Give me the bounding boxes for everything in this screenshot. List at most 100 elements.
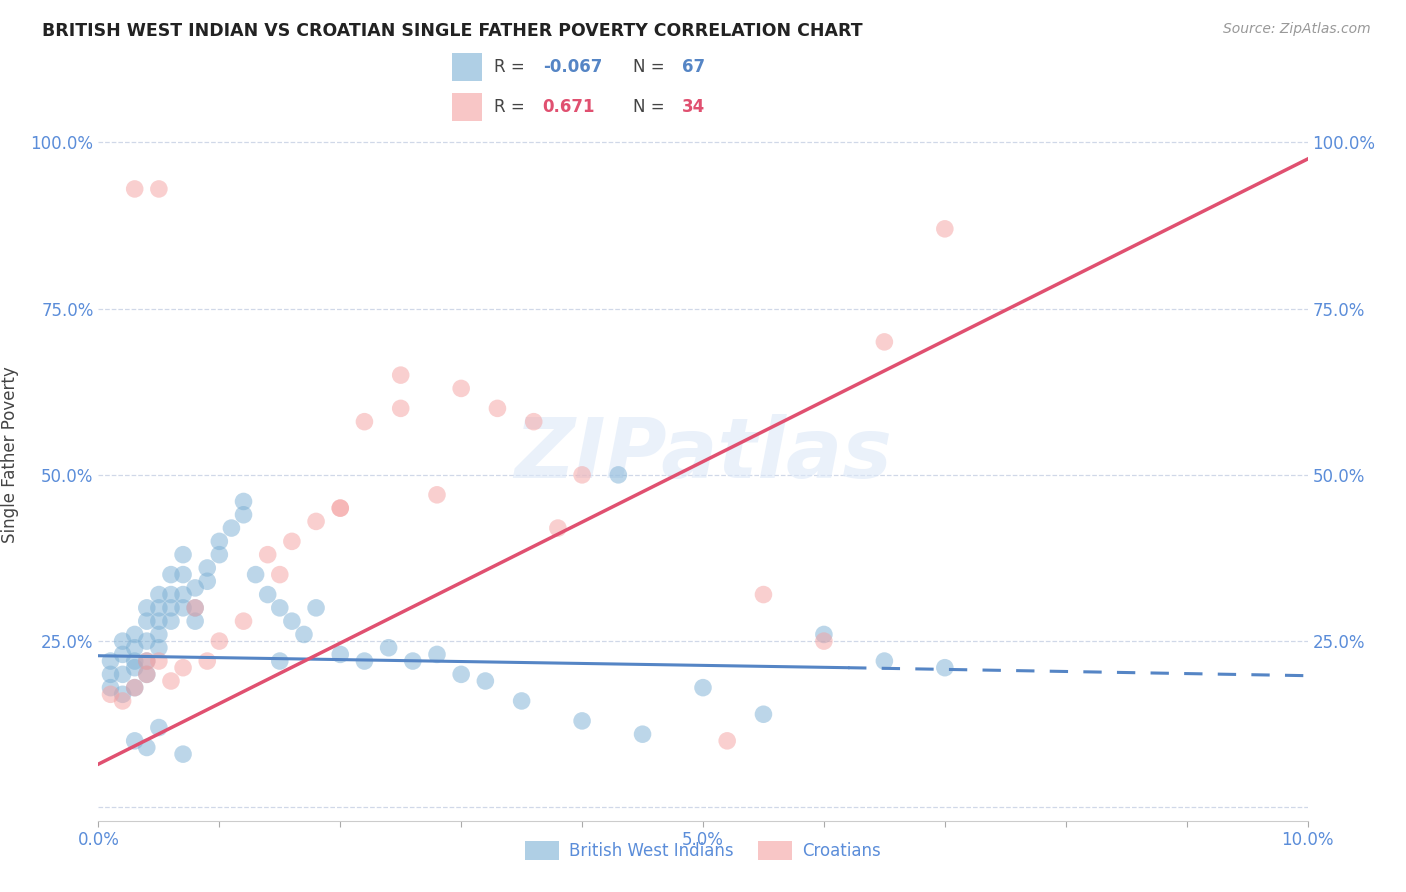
Point bbox=[256, 588, 278, 602]
Point bbox=[208, 534, 231, 549]
Point bbox=[631, 727, 654, 741]
Y-axis label: Single Father Poverty: Single Father Poverty bbox=[1, 367, 20, 543]
Point bbox=[160, 567, 183, 582]
Point bbox=[571, 714, 593, 728]
Legend: British West Indians, Croatians: British West Indians, Croatians bbox=[519, 835, 887, 867]
Point bbox=[716, 734, 738, 748]
Point bbox=[100, 654, 122, 668]
Point bbox=[160, 600, 183, 615]
Point bbox=[389, 368, 412, 383]
Point bbox=[221, 521, 243, 535]
Point bbox=[281, 614, 304, 628]
Point bbox=[426, 648, 449, 662]
Point bbox=[172, 747, 194, 761]
Point bbox=[124, 627, 146, 641]
Point bbox=[184, 581, 207, 595]
Point bbox=[148, 182, 170, 196]
Point bbox=[752, 588, 775, 602]
Point bbox=[208, 634, 231, 648]
Bar bbox=[451, 93, 482, 120]
Point bbox=[184, 614, 207, 628]
Point bbox=[813, 627, 835, 641]
Point bbox=[111, 634, 134, 648]
Text: N =: N = bbox=[633, 98, 665, 116]
Point bbox=[135, 634, 157, 648]
Point bbox=[353, 654, 375, 668]
Point bbox=[208, 548, 231, 562]
Point bbox=[571, 467, 593, 482]
Point bbox=[184, 600, 207, 615]
Point bbox=[160, 614, 183, 628]
Text: BRITISH WEST INDIAN VS CROATIAN SINGLE FATHER POVERTY CORRELATION CHART: BRITISH WEST INDIAN VS CROATIAN SINGLE F… bbox=[42, 22, 863, 40]
Point bbox=[281, 534, 304, 549]
Point bbox=[172, 548, 194, 562]
Point bbox=[124, 182, 146, 196]
Point bbox=[402, 654, 425, 668]
Point bbox=[111, 667, 134, 681]
Point bbox=[692, 681, 714, 695]
Point bbox=[813, 634, 835, 648]
Point bbox=[172, 661, 194, 675]
Point bbox=[450, 667, 472, 681]
Point bbox=[426, 488, 449, 502]
Point bbox=[450, 381, 472, 395]
Point bbox=[329, 501, 352, 516]
Point bbox=[329, 648, 352, 662]
Point bbox=[256, 548, 278, 562]
Point bbox=[100, 667, 122, 681]
Point bbox=[934, 222, 956, 236]
Point bbox=[148, 627, 170, 641]
Text: R =: R = bbox=[495, 58, 524, 76]
Text: -0.067: -0.067 bbox=[543, 58, 602, 76]
Point bbox=[934, 661, 956, 675]
Point bbox=[148, 600, 170, 615]
Text: 67: 67 bbox=[682, 58, 704, 76]
Point bbox=[752, 707, 775, 722]
Point bbox=[172, 567, 194, 582]
Point bbox=[523, 415, 546, 429]
Point bbox=[353, 415, 375, 429]
Point bbox=[547, 521, 569, 535]
Point bbox=[111, 648, 134, 662]
Point bbox=[135, 667, 157, 681]
Point bbox=[195, 561, 218, 575]
Point bbox=[111, 694, 134, 708]
Bar bbox=[451, 54, 482, 81]
Text: 0.671: 0.671 bbox=[543, 98, 595, 116]
Point bbox=[124, 681, 146, 695]
Point bbox=[135, 600, 157, 615]
Point bbox=[510, 694, 533, 708]
Point bbox=[172, 600, 194, 615]
Point bbox=[148, 654, 170, 668]
Point bbox=[148, 640, 170, 655]
Point bbox=[329, 501, 352, 516]
Point bbox=[195, 574, 218, 589]
Point bbox=[148, 588, 170, 602]
Point bbox=[873, 654, 896, 668]
Point bbox=[111, 687, 134, 701]
Point bbox=[305, 600, 328, 615]
Point bbox=[124, 734, 146, 748]
Point bbox=[232, 614, 254, 628]
Point bbox=[269, 600, 291, 615]
Point bbox=[232, 508, 254, 522]
Point bbox=[172, 588, 194, 602]
Text: Source: ZipAtlas.com: Source: ZipAtlas.com bbox=[1223, 22, 1371, 37]
Text: N =: N = bbox=[633, 58, 665, 76]
Point bbox=[124, 681, 146, 695]
Point bbox=[292, 627, 315, 641]
Point bbox=[124, 654, 146, 668]
Point bbox=[486, 401, 509, 416]
Point bbox=[195, 654, 218, 668]
Point bbox=[607, 467, 630, 482]
Point bbox=[135, 614, 157, 628]
Text: ZIPatlas: ZIPatlas bbox=[515, 415, 891, 495]
Point bbox=[100, 681, 122, 695]
Point bbox=[873, 334, 896, 349]
Point bbox=[160, 588, 183, 602]
Point bbox=[245, 567, 267, 582]
Point bbox=[148, 614, 170, 628]
Point bbox=[135, 740, 157, 755]
Text: R =: R = bbox=[495, 98, 524, 116]
Point bbox=[232, 494, 254, 508]
